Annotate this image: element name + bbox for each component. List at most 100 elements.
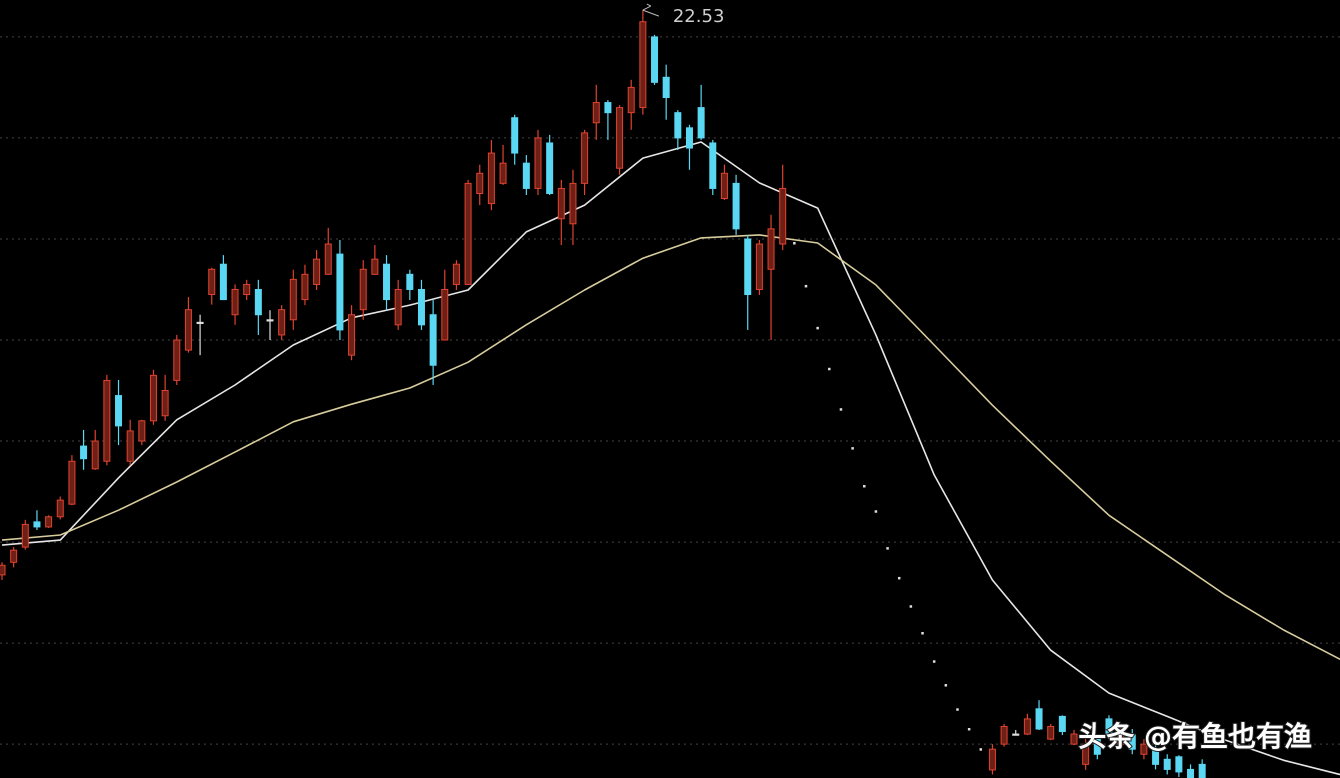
candle-body [254,288,262,316]
candle-body [1187,768,1195,778]
candle-body [1070,733,1078,745]
candle-body [21,523,29,548]
candle-body [557,187,565,220]
candle-body [627,86,635,114]
candle-body [149,374,157,422]
candle-body [720,172,728,200]
candle-body [313,258,321,285]
candle-body [289,278,297,321]
moving-average-line [1,234,1340,661]
candle-body [138,420,146,442]
candle-body [755,243,763,290]
candle-body [732,182,740,230]
candle-body [1105,718,1113,735]
candle-body [231,288,239,316]
candle-body [932,660,936,663]
candle-body [45,516,53,528]
candle-body [452,263,460,285]
candle-body [487,152,495,205]
candle-body [581,132,589,184]
candle-body [103,379,111,462]
candle-body [674,112,682,139]
candle-body [816,326,819,330]
candle-body [196,321,204,325]
candle-body [709,142,717,189]
candle-body [173,339,181,381]
candle-body [744,238,752,296]
candle-body [839,408,843,411]
candle-body [793,241,796,245]
candle-body [301,273,309,301]
candle-body [184,309,192,351]
candle-body [511,117,519,154]
candle-body [208,268,216,296]
candle-body [68,460,76,505]
candle-body [863,484,866,488]
candle-body [546,142,554,194]
candle-body [1152,748,1160,765]
candle-body [1082,743,1090,765]
candle-body [161,390,169,417]
candle-body [499,162,507,184]
candle-body [91,440,99,470]
candle-body [441,288,449,341]
candle-body [569,182,577,225]
candle-body [1000,725,1008,745]
candle-body [767,228,775,270]
candle-body [956,708,959,711]
candle-body [874,510,878,513]
candle-body [1047,725,1055,740]
candle-body [662,76,670,99]
candle-body [534,137,542,189]
candle-body [406,273,414,290]
candle-body [80,445,88,460]
candle-body [697,107,705,139]
candle-body [897,576,901,580]
candle-body [944,684,948,687]
candle-body [967,727,971,731]
candle-body [1175,756,1183,773]
candle-body [10,549,18,563]
candle-body [1163,758,1171,770]
candle-body [592,102,600,124]
candle-body [0,564,6,576]
candle-body [219,263,227,301]
candle-body [1128,733,1136,750]
candle-body [115,395,123,427]
candle-body [394,288,402,326]
candle-body [278,309,286,336]
candle-body [56,499,64,518]
candle-body [1093,738,1101,755]
candle-body [651,36,659,83]
candle-body [371,258,379,275]
candle-body [348,314,356,356]
candle-body [417,288,425,326]
candle-body [616,107,624,169]
candle-body [828,367,831,371]
candle-body [1012,733,1020,736]
candle-body [886,547,889,550]
candle-body [851,447,854,450]
candle-body [266,319,274,322]
candle-body [464,182,472,285]
candle-body [336,253,344,331]
candle-body [779,187,787,245]
candle-body [1117,728,1125,745]
candle-body [639,21,647,109]
candle-body [383,263,391,301]
candle-body [1035,708,1043,730]
candle-body [324,243,332,275]
candle-body [1198,763,1206,778]
candle-body [979,748,983,751]
candle-body [1140,743,1148,755]
candle-body [243,283,251,296]
candle-body [476,172,484,194]
candle-body [804,284,808,288]
candle-body [126,430,134,462]
candle-body [429,314,437,366]
high-marker [642,3,660,17]
watermark: 头条 @有鱼也有渔 [1078,720,1312,753]
candle-body [1058,715,1066,733]
